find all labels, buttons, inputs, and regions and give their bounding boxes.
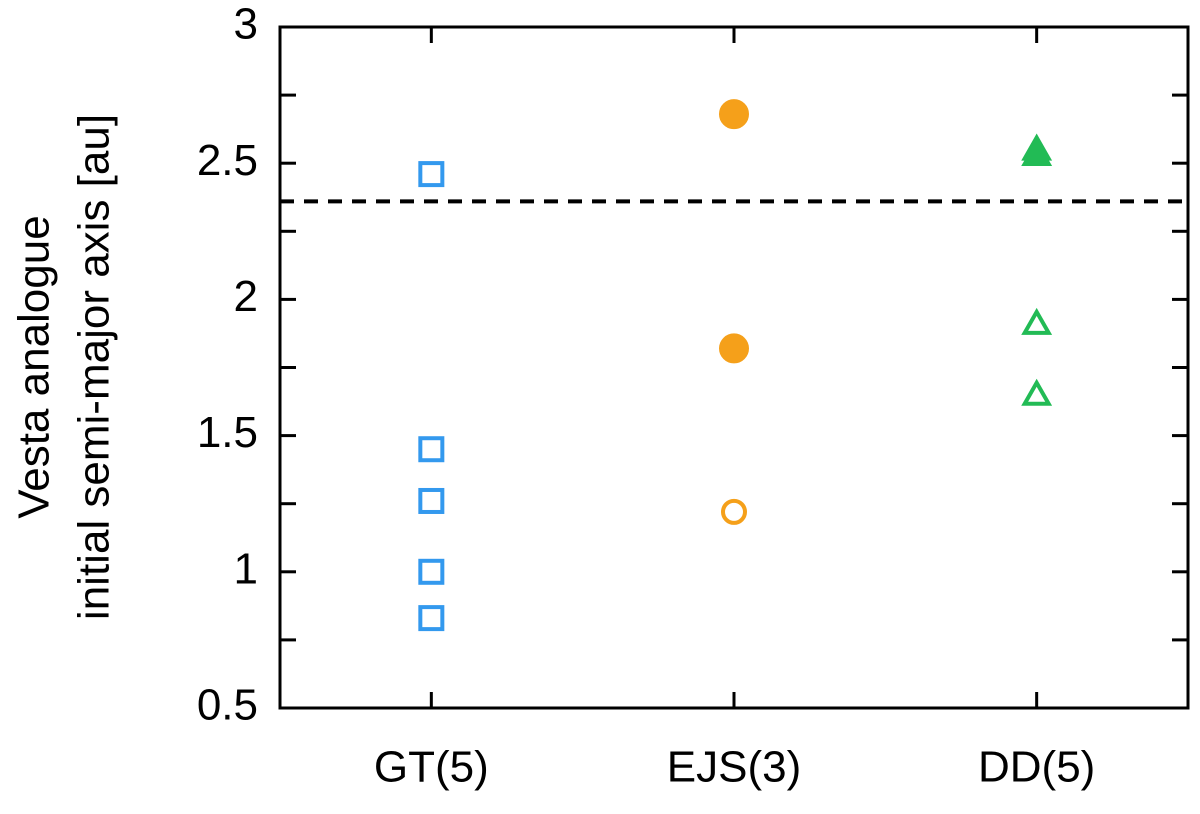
marker-square — [418, 436, 445, 463]
marker-circle — [721, 498, 747, 525]
marker-triangle — [1021, 307, 1053, 335]
y-axis-label: initial semi-major axis [au] — [70, 114, 119, 620]
marker-square — [418, 487, 445, 514]
marker-circle — [719, 333, 749, 364]
marker-square — [418, 161, 445, 188]
y-axis-label: Vesta analogue — [10, 215, 59, 518]
y-tick-label: 3 — [234, 0, 258, 49]
y-tick-label: 0.5 — [197, 681, 258, 730]
plot-frame — [278, 25, 1190, 710]
y-tick-label: 2 — [234, 272, 258, 321]
marker-triangle — [1021, 138, 1053, 167]
x-tick-label: DD(5) — [978, 743, 1095, 792]
marker-square — [418, 605, 445, 632]
y-tick-label: 2.5 — [197, 136, 258, 185]
x-tick-label: GT(5) — [374, 743, 489, 792]
marker-triangle — [1021, 378, 1053, 406]
marker-square — [418, 558, 445, 585]
x-tick-label: EJS(3) — [667, 743, 801, 792]
y-tick-label: 1.5 — [197, 408, 258, 457]
marker-circle — [719, 99, 749, 130]
y-tick-label: 1 — [234, 544, 258, 593]
